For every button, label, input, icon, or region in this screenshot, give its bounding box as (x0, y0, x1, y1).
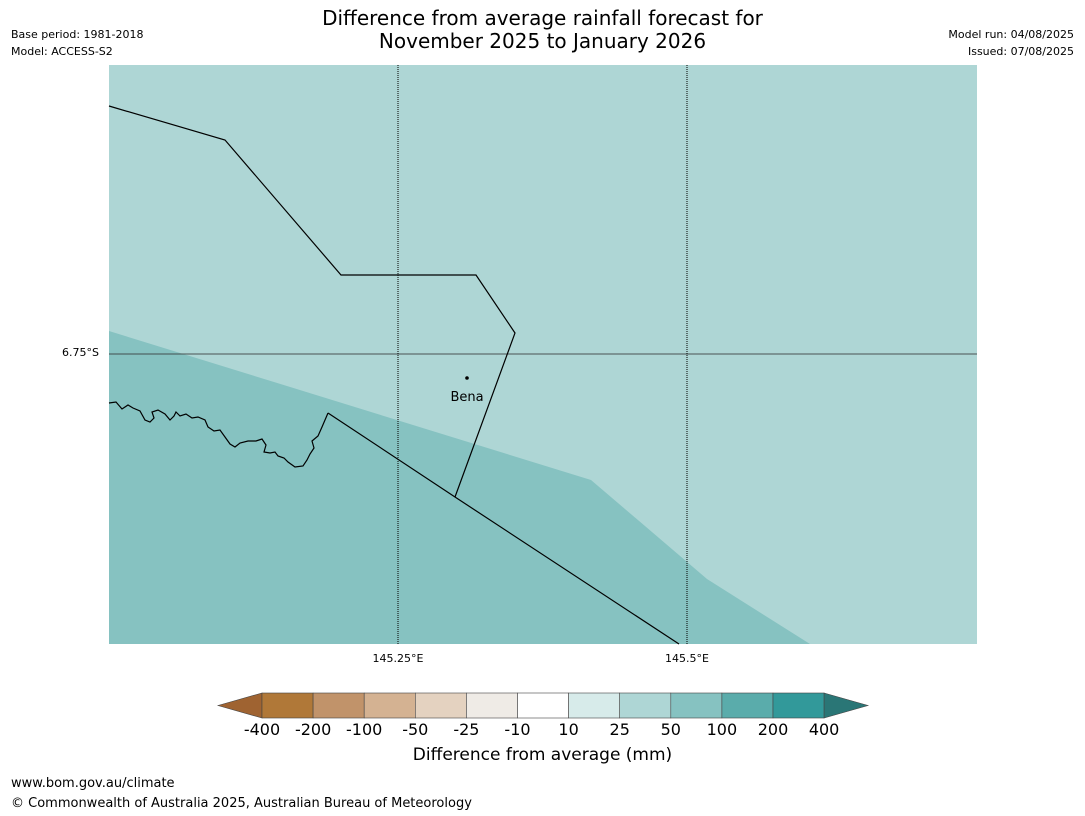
footer-copyright: © Commonwealth of Australia 2025, Austra… (11, 796, 472, 811)
lon-label-1: 145.25°E (372, 652, 424, 665)
footer: www.bom.gov.au/climate © Commonwealth of… (11, 774, 472, 814)
colorbar-extend-high (823, 692, 870, 719)
province-boundary-south (327, 412, 680, 645)
meta-right: Model run: 04/08/2025 Issued: 07/08/2025 (948, 26, 1074, 60)
province-boundary (108, 105, 516, 498)
lat-label: 6.75°S (62, 346, 99, 359)
colorbar-tick-label: -200 (294, 720, 332, 739)
title-line-1: Difference from average rainfall forecas… (322, 6, 763, 30)
colorbar-box (261, 692, 314, 719)
colorbar-tick-label: 100 (706, 720, 738, 739)
colorbar-box (670, 692, 723, 719)
issued-date: Issued: 07/08/2025 (967, 45, 1074, 58)
colorbar-box (466, 692, 518, 719)
meta-left: Base period: 1981-2018 Model: ACCESS-S2 (11, 26, 143, 60)
colorbar-box (721, 692, 774, 719)
river-boundary (108, 401, 329, 468)
place-label: Bena (450, 390, 483, 405)
colorbar-tick-label: -100 (346, 720, 383, 739)
colorbar-box (517, 692, 569, 719)
colorbar-box (568, 692, 620, 719)
base-period: Base period: 1981-2018 (11, 28, 144, 41)
model-name: Model: ACCESS-S2 (11, 45, 113, 58)
colorbar-tick-label: 10 (558, 720, 579, 739)
colorbar-box (312, 692, 365, 719)
colorbar-tick-label: -10 (504, 720, 531, 739)
colorbar-box (772, 692, 825, 719)
region-50-100 (109, 331, 810, 644)
bena-marker (465, 376, 469, 380)
colorbar-tick-label: 200 (757, 720, 789, 739)
lon-label-2: 145.5°E (665, 652, 709, 665)
colorbar-tick-label: -50 (402, 720, 429, 739)
colorbar-box (363, 692, 416, 719)
colorbar-tick-label: 400 (808, 720, 840, 739)
model-run: Model run: 04/08/2025 (948, 28, 1074, 41)
colorbar-tick-label: -25 (453, 720, 480, 739)
title-line-2: November 2025 to January 2026 (378, 29, 707, 53)
colorbar-label: Difference from average (mm) (412, 745, 673, 765)
colorbar-tick-label: 25 (609, 720, 630, 739)
colorbar-tick-label: -400 (243, 720, 281, 739)
map-title: Difference from average rainfall forecas… (0, 7, 1085, 53)
colorbar-extend-low (216, 692, 263, 719)
footer-url[interactable]: www.bom.gov.au/climate (11, 776, 175, 791)
colorbar-box (414, 692, 467, 719)
colorbar-tick-label: 50 (660, 720, 681, 739)
colorbar-box (619, 692, 672, 719)
colorbar-ticks: -400 -200 -100 -50 -25 -10 10 25 50 100 200 400 (0, 720, 1085, 740)
